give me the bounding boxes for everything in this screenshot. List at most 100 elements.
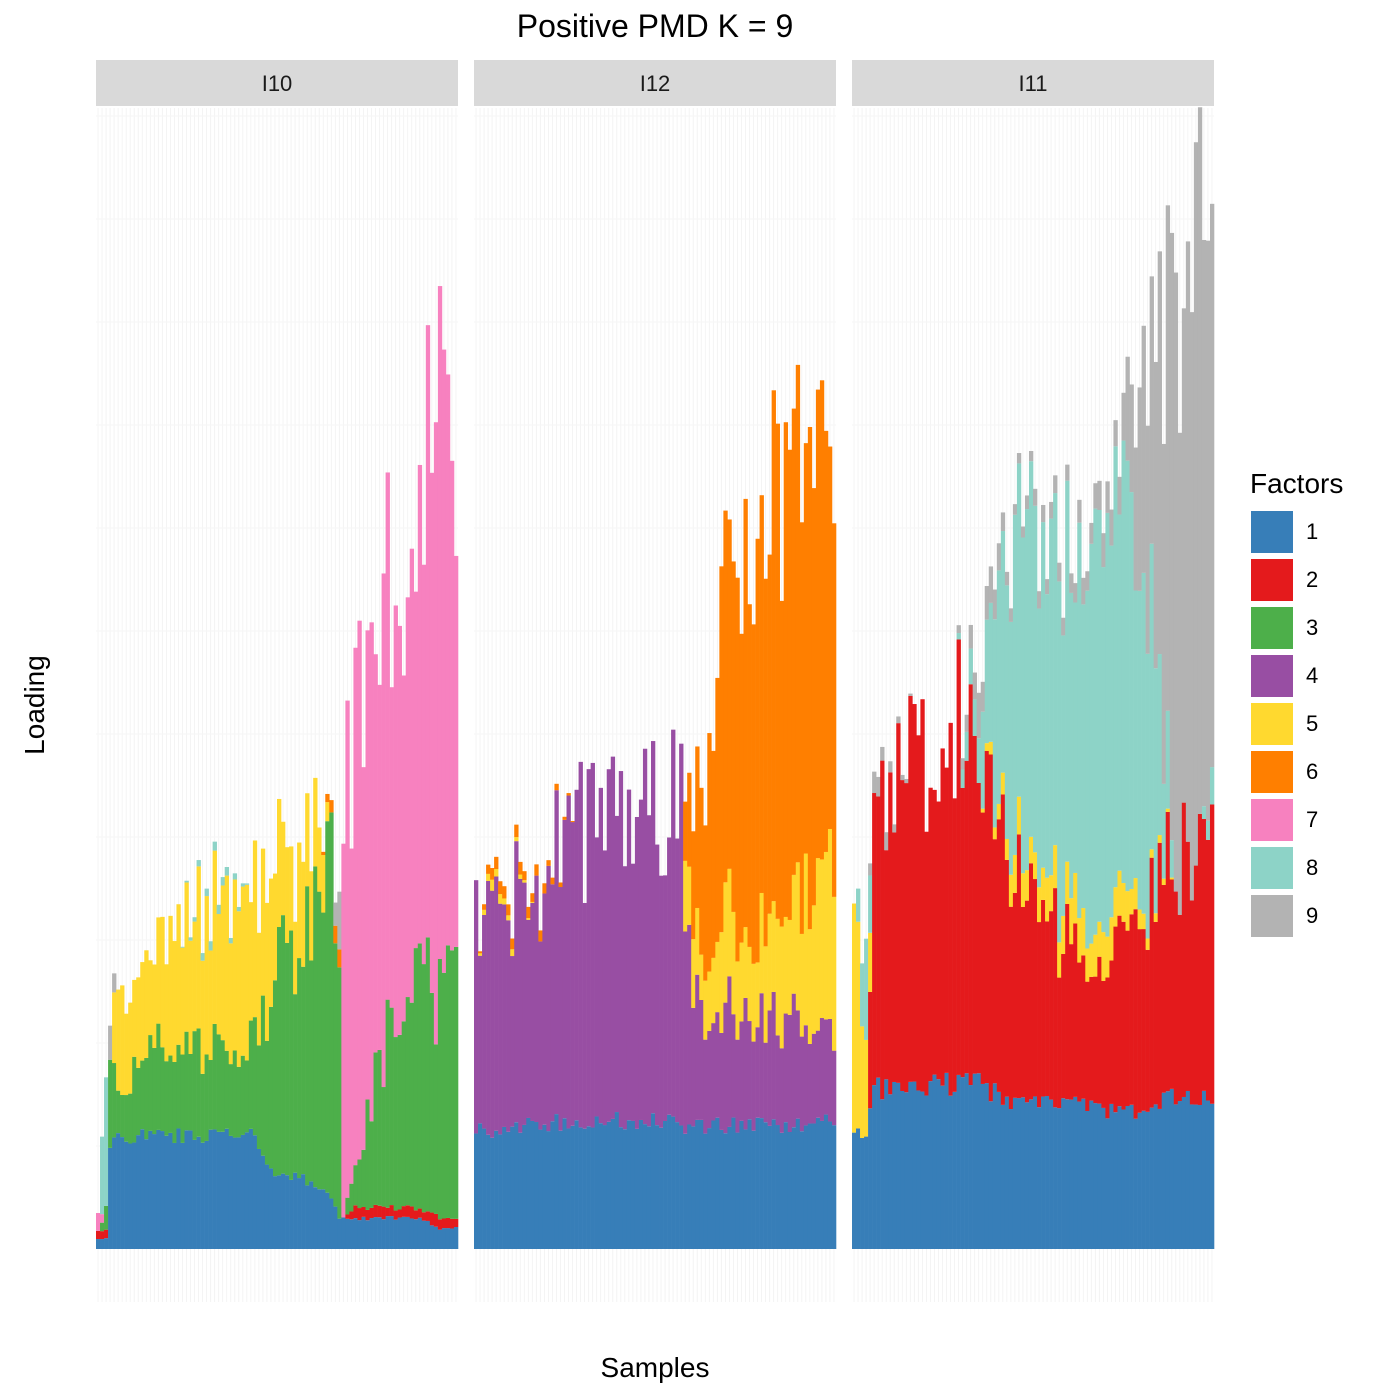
bar-segment-factor-2 [928,787,933,1082]
bar-segment-factor-6 [494,856,499,870]
bar-segment-factor-8 [1117,514,1122,871]
bar-segment-factor-2 [401,1206,407,1217]
bar-segment-factor-5 [116,989,121,1091]
bar-segment-factor-2 [1049,911,1054,1100]
bar-segment-factor-4 [530,902,535,1121]
bar-segment-factor-4 [618,771,624,1128]
bar-segment-factor-9 [1117,476,1122,515]
bar-segment-factor-7 [429,472,435,993]
bar-segment-factor-6 [478,951,483,954]
bar-segment-factor-6 [486,864,491,874]
bar-segment-factor-5 [823,851,829,1020]
bar-segment-factor-9 [1045,579,1050,595]
bar-segment-factor-6 [506,904,511,916]
bar-segment-factor-3 [144,1057,149,1140]
bar-segment-factor-5 [1097,921,1102,957]
bar-segment-factor-9 [1209,203,1215,768]
legend-swatch [1250,606,1294,650]
bar-segment-factor-8 [1012,514,1018,855]
bar-segment-factor-5 [775,918,780,1036]
bar-segment-factor-3 [437,959,443,1220]
bar-segment-factor-1 [554,1114,559,1249]
bar-segment-factor-2 [1161,884,1167,1093]
bar-segment-factor-5 [695,907,700,975]
bar-segment-factor-1 [582,1128,587,1249]
bar-segment-factor-2 [976,783,982,1074]
bar-segment-factor-1 [550,1121,555,1249]
bar-segment-factor-2 [449,1218,455,1229]
bar-segment-factor-2 [992,839,998,1084]
bar-segment-factor-3 [152,1047,157,1135]
y-axis-label: Loading [19,655,50,755]
bar-segment-factor-1 [880,1099,885,1249]
bar-segment-factor-1 [546,1131,551,1249]
bar-segment-factor-3 [401,1021,407,1207]
bar-segment-factor-2 [1012,892,1018,1098]
bar-segment-factor-9 [992,589,998,620]
bar-segment-factor-8 [236,906,242,912]
bar-segment-factor-6 [683,801,688,861]
bar-segment-factor-1 [1033,1096,1038,1249]
bar-segment-factor-8 [1121,440,1126,884]
bar-segment-factor-5 [799,933,805,1037]
bar-segment-factor-9 [968,624,973,649]
bar-segment-factor-4 [562,819,567,1119]
bar-segment-factor-3 [445,945,451,1218]
bar-segment-factor-5 [172,941,177,1062]
bar-segment-factor-4 [695,974,700,1120]
bar-segment-factor-5 [264,902,270,1041]
chart-title: Positive PMD K = 9 [516,8,794,44]
bar-segment-factor-1 [120,1137,125,1249]
bar-segment-factor-5 [224,875,230,1051]
bar-segment-factor-1 [1053,1107,1058,1249]
bar-segment-factor-4 [546,865,551,1132]
bar-segment-factor-1 [1000,1104,1006,1249]
bar-segment-factor-4 [751,1041,756,1131]
bar-segment-factor-1 [124,1141,129,1249]
bar-segment-factor-1 [699,1119,704,1249]
bar-segment-factor-2 [956,639,961,1075]
bar-segment-factor-2 [385,1207,390,1217]
bar-segment-factor-5 [136,977,141,1068]
bar-segment-factor-2 [1085,981,1090,1111]
bar-segment-factor-4 [510,956,515,1127]
bar-segment-factor-3 [389,1007,394,1206]
bar-segment-factor-1 [168,1132,173,1249]
bar-segment-factor-7 [96,1213,101,1231]
bar-segment-factor-6 [526,906,531,919]
bar-segment-factor-8 [240,883,246,887]
bar-segment-factor-1 [916,1090,921,1249]
bar-segment-factor-4 [827,1018,833,1122]
bar-segment-factor-1 [1133,1118,1138,1249]
bar-segment-factor-9 [1205,240,1211,821]
legend-swatch [1250,510,1294,554]
bar-segment-factor-1 [884,1079,889,1249]
bar-segment-factor-3 [228,1064,234,1136]
bar-segment-factor-8 [1024,509,1030,871]
bar-segment-factor-1 [437,1229,443,1249]
bar-segment-factor-1 [1077,1101,1082,1249]
bar-segment-factor-3 [164,1061,169,1136]
bar-segment-factor-8 [980,711,986,809]
bar-segment-factor-2 [1093,976,1098,1104]
bar-segment-factor-1 [767,1125,772,1249]
bar-segment-factor-7 [357,620,362,1160]
bar-segment-factor-8 [972,699,977,736]
bar-segment-factor-1 [317,1189,322,1249]
bar-segment-factor-4 [807,1043,813,1124]
bar-segment-factor-4 [550,884,555,1122]
bar-segment-factor-1 [1045,1096,1050,1249]
bar-segment-factor-5 [196,866,201,1029]
bar-segment-factor-1 [630,1120,636,1249]
bar-segment-factor-9 [1049,501,1054,519]
bar-segment-factor-1 [409,1218,415,1249]
bar-segment-factor-4 [655,844,660,1126]
bar-segment-factor-2 [369,1207,374,1219]
bar-segment-factor-4 [574,789,579,1121]
bar-segment-factor-8 [992,619,998,828]
bar-segment-factor-1 [1105,1118,1110,1249]
bar-segment-factor-4 [815,1030,821,1118]
bar-segment-factor-4 [675,838,680,1123]
bar-segment-factor-5 [494,869,499,877]
bar-segment-factor-1 [1125,1106,1130,1249]
